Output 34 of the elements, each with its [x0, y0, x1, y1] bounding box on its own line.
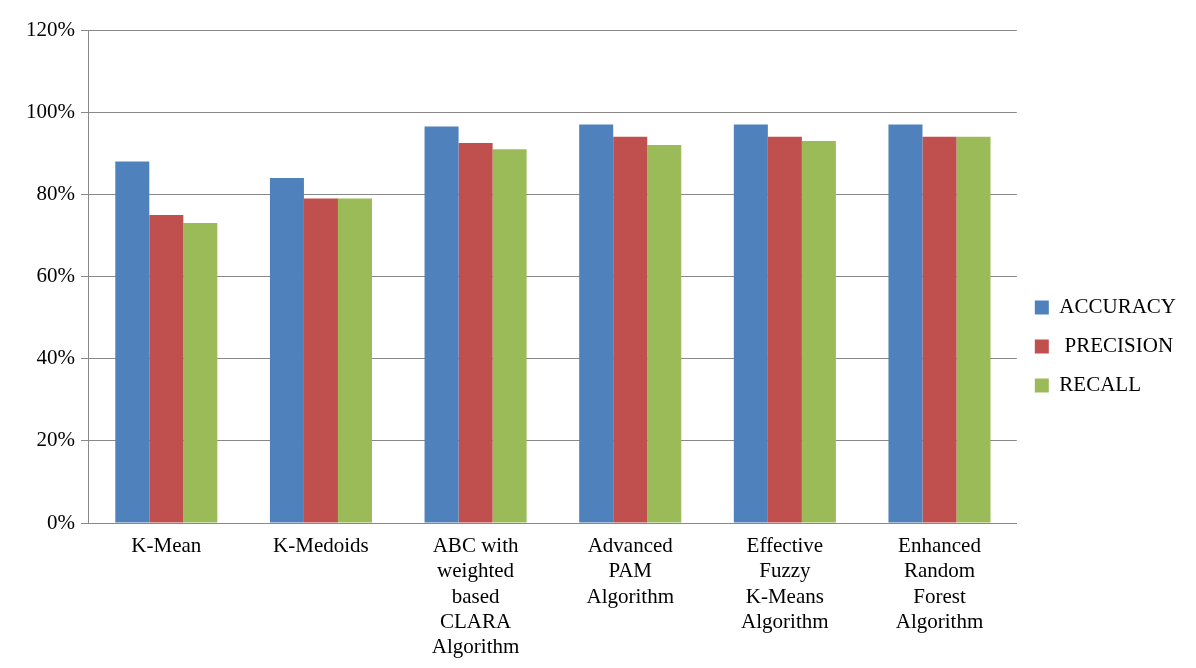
x-tick-label: K-Medoids: [273, 533, 369, 558]
bar: [149, 214, 184, 523]
x-tick-label: Effective Fuzzy K-Means Algorithm: [741, 533, 829, 633]
bar: [269, 177, 304, 523]
bar: [424, 126, 459, 523]
bar: [922, 136, 957, 523]
bar: [579, 124, 614, 523]
x-tick-label: Enhanced Random Forest Algorithm: [895, 533, 984, 633]
y-tick-label: 40%: [36, 345, 75, 370]
bar: [647, 145, 682, 523]
bar: [613, 136, 648, 523]
bar: [115, 161, 150, 523]
bar: [733, 124, 768, 523]
y-tick-label: 80%: [36, 180, 75, 205]
y-tick-label: 100%: [25, 98, 75, 123]
bar: [337, 198, 372, 523]
legend-label: PRECISION: [1059, 333, 1174, 358]
legend-label: ACCURACY: [1059, 294, 1177, 319]
bar: [303, 198, 338, 523]
y-tick-label: 120%: [25, 16, 75, 41]
bar: [801, 140, 836, 523]
x-tick-label: K-Mean: [131, 533, 202, 558]
y-tick-label: 60%: [36, 263, 75, 288]
bar: [492, 149, 527, 523]
bar: [183, 223, 218, 523]
x-tick-label: Advanced PAM Algorithm: [586, 533, 674, 608]
bar: [888, 124, 923, 523]
x-tick-label: ABC with weighted based CLARA Algorithm: [431, 533, 520, 658]
bar: [767, 136, 802, 523]
y-tick-label: 20%: [36, 427, 75, 452]
bar: [458, 142, 493, 523]
y-tick-label: 0%: [46, 509, 75, 534]
legend-label: RECALL: [1059, 372, 1141, 397]
bar: [956, 136, 991, 523]
